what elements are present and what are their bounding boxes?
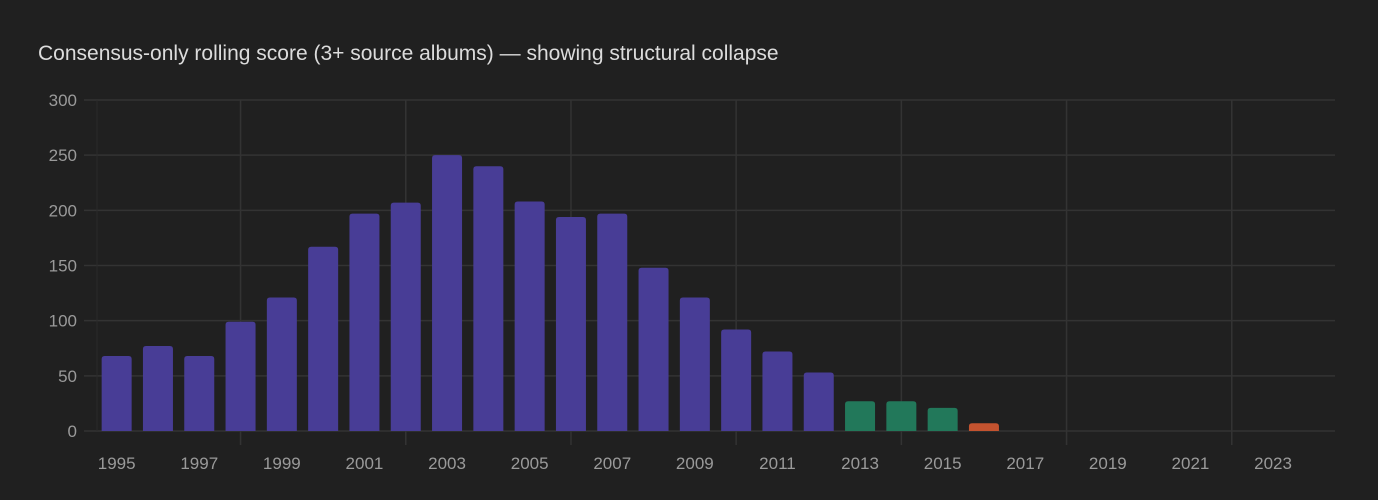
y-tick-label: 150: [49, 257, 77, 276]
bar-1995: [101, 355, 132, 431]
x-tick-label: 1999: [263, 454, 301, 473]
bar-2007: [597, 213, 628, 431]
bar-1998: [225, 321, 256, 431]
bar-2012: [803, 372, 834, 431]
bar-2000: [308, 246, 339, 431]
y-tick-label: 200: [49, 201, 77, 220]
bar-2003: [432, 155, 463, 431]
bar-2016: [968, 423, 999, 431]
x-tick-label: 2017: [1006, 454, 1044, 473]
x-tick-label: 1997: [180, 454, 218, 473]
bar-2001: [349, 213, 380, 431]
x-tick-label: 2011: [759, 454, 796, 473]
bar-2002: [390, 202, 421, 431]
bar-1996: [142, 346, 173, 431]
y-tick-label: 250: [49, 146, 77, 165]
x-tick-label: 2005: [511, 454, 549, 473]
x-tick-label: 2015: [924, 454, 962, 473]
bar-2010: [721, 329, 752, 431]
y-tick-label: 100: [49, 312, 77, 331]
x-tick-label: 2023: [1254, 454, 1292, 473]
x-tick-label: 2003: [428, 454, 466, 473]
y-tick-label: 50: [58, 367, 77, 386]
y-tick-label: 0: [68, 422, 77, 441]
bar-2005: [514, 201, 545, 431]
bar-2013: [845, 401, 876, 431]
bar-2011: [762, 351, 793, 431]
bar-2008: [638, 267, 669, 431]
x-tick-label: 2009: [676, 454, 714, 473]
x-tick-label: 2019: [1089, 454, 1127, 473]
bar-1997: [184, 355, 215, 431]
bar-2004: [473, 166, 504, 431]
x-tick-label: 1995: [98, 454, 136, 473]
x-tick-label: 2001: [346, 454, 384, 473]
y-tick-label: 300: [49, 91, 77, 110]
bar-2014: [886, 401, 917, 431]
x-tick-label: 2013: [841, 454, 879, 473]
bar-1999: [266, 297, 297, 431]
bar-2009: [679, 297, 710, 431]
bar-2015: [927, 407, 958, 431]
chart-title: Consensus-only rolling score (3+ source …: [38, 42, 779, 65]
bar-2006: [555, 216, 586, 431]
x-tick-label: 2007: [593, 454, 631, 473]
x-tick-label: 2021: [1172, 454, 1210, 473]
